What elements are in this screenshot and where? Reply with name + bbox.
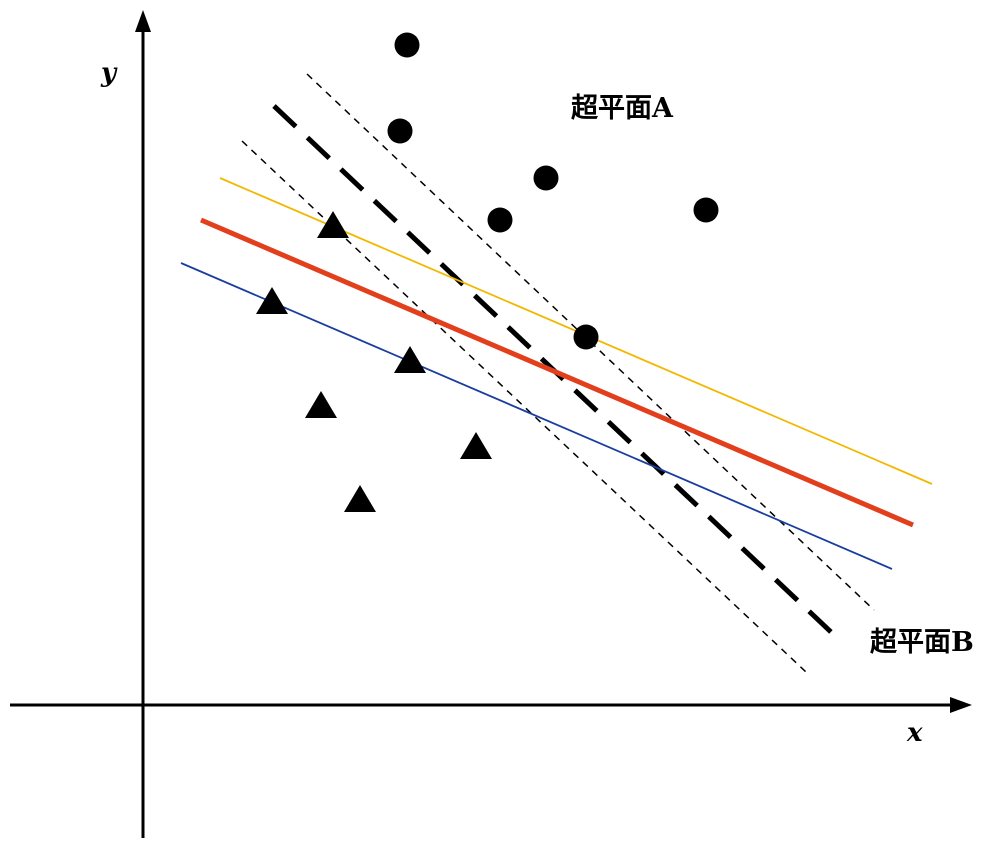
hyperplane-b-label: 超平面B (870, 627, 974, 658)
triangle-point (344, 485, 376, 512)
circle-point (573, 324, 599, 350)
y-axis-arrow (135, 10, 151, 32)
x-axis-label: x (907, 718, 923, 748)
triangle-point (305, 391, 337, 418)
circle-point (693, 197, 719, 223)
circle-class-points (387, 32, 719, 350)
circle-point (387, 118, 413, 144)
circle-point (533, 165, 559, 191)
x-axis-arrow (950, 697, 972, 713)
triangle-point (256, 287, 288, 314)
y-axis-label: y (101, 58, 117, 88)
margin-a-lower-line (180, 262, 893, 570)
hyperplane-a-label: 超平面A (571, 93, 673, 124)
triangle-point (460, 432, 492, 459)
circle-point (394, 32, 420, 58)
triangle-point (394, 346, 426, 373)
circle-point (487, 207, 513, 233)
triangle-class-points (256, 211, 492, 512)
hyperplane-a-line (200, 217, 914, 528)
triangle-point (317, 211, 349, 238)
